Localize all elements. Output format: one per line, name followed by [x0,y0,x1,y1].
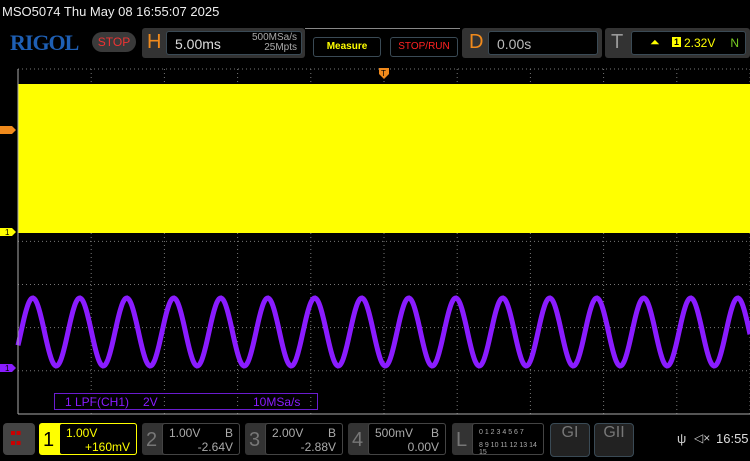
channel-scale: 1.00V [169,426,201,440]
filter-offset-marker [0,364,16,372]
timebase-value: 5.00ms [175,36,221,52]
sample-rate: 500MSa/s [251,32,297,43]
trigger-marker-label: T [381,69,386,78]
bandwidth-limit: B [430,426,439,440]
generator-2-button[interactable]: GII [594,423,634,457]
trigger-mode: N [730,36,739,50]
mute-icon[interactable]: ◁× [694,431,711,445]
filter-info-box[interactable]: 1 LPF(CH1) 2V 10MSa/s [54,393,318,410]
trigger-level-marker [0,126,16,134]
measure-button[interactable]: Measure [313,37,381,57]
ch1-marker-label: 1 [5,228,10,237]
clock: 16:55 [716,431,749,446]
channel-1[interactable]: 1 1.00V +160mV [39,423,137,455]
horizontal-label: H [147,31,162,53]
trigger-position-marker [379,68,389,79]
channel-number: 4 [352,429,364,451]
filter-marker-label: 1 [5,364,10,373]
menu-button[interactable]: ▪▪ ▪▪ [3,423,35,455]
bandwidth-limit: B [224,426,233,440]
grid [18,68,750,414]
channel-scale: 1.00V [66,426,98,440]
trigger-label: T [611,31,624,53]
stop-run-button[interactable]: STOP/RUN [390,37,458,57]
window-title: MSO5074 Thu May 08 16:55:07 2025 [2,4,220,19]
trigger-panel[interactable]: T ⏶ 1 2.32V N [605,28,750,58]
waveform-overview-bar [305,28,460,35]
delay-value: 0.00s [497,36,532,52]
generator-label: GII [603,424,625,441]
rigol-logo: RIGOL [10,30,79,55]
logic-label: L [456,429,468,451]
grid-menu-icon: ▪▪ ▪▪ [10,425,22,452]
memory-depth: 25Mpts [264,42,297,53]
filter-scale: 2V [143,395,158,409]
channel-scale: 500mV [375,426,414,440]
channel-2[interactable]: 2 1.00V B -2.64V [142,423,240,455]
bottom-bar: ▪▪ ▪▪ 1 1.00V +160mV 2 1.00V B -2.64V 3 2.0… [0,419,750,461]
channel-3[interactable]: 3 2.00V B -2.88V [245,423,343,455]
ch1-waveform [18,84,750,233]
channel-4[interactable]: 4 500mV B 0.00V [348,423,446,455]
generator-label: GI [561,424,579,441]
delay-label: D [469,31,484,53]
channel-number: 1 [43,429,55,451]
filter-rate: 10MSa/s [253,395,301,409]
run-state-badge[interactable]: STOP [92,32,136,52]
channel-offset: -2.64V [197,440,233,454]
trigger-source: 1 [672,37,682,47]
ch1-offset-marker [0,228,16,236]
channel-number: 3 [249,429,261,451]
horizontal-panel[interactable]: H 5.00ms 500MSa/s 25Mpts [142,28,305,58]
logic-channels-row2: 8 9 10 11 12 13 14 15 [479,442,537,456]
channel-offset: -2.88V [300,440,336,454]
channel-offset: +160mV [84,440,130,454]
logic-analyzer-button[interactable]: L 0 1 2 3 4 5 6 7 8 9 10 11 12 13 14 15 [452,423,544,456]
rising-edge-icon: ⏶ [650,35,660,49]
channel-offset: 0.00V [407,440,439,454]
filter-source: 1 LPF(CH1) [65,395,130,409]
waveform-display[interactable]: 1 1 T [0,64,750,419]
generator-1-button[interactable]: GI [550,423,590,457]
usb-icon: ψ [677,431,687,446]
filter-waveform [15,295,750,369]
logic-channels-row1: 0 1 2 3 4 5 6 7 [479,429,524,436]
trigger-level: 2.32V [684,36,716,50]
bandwidth-limit: B [327,426,336,440]
delay-panel[interactable]: D 0.00s [462,28,602,58]
channel-scale: 2.00V [272,426,304,440]
channel-number: 2 [146,429,158,451]
